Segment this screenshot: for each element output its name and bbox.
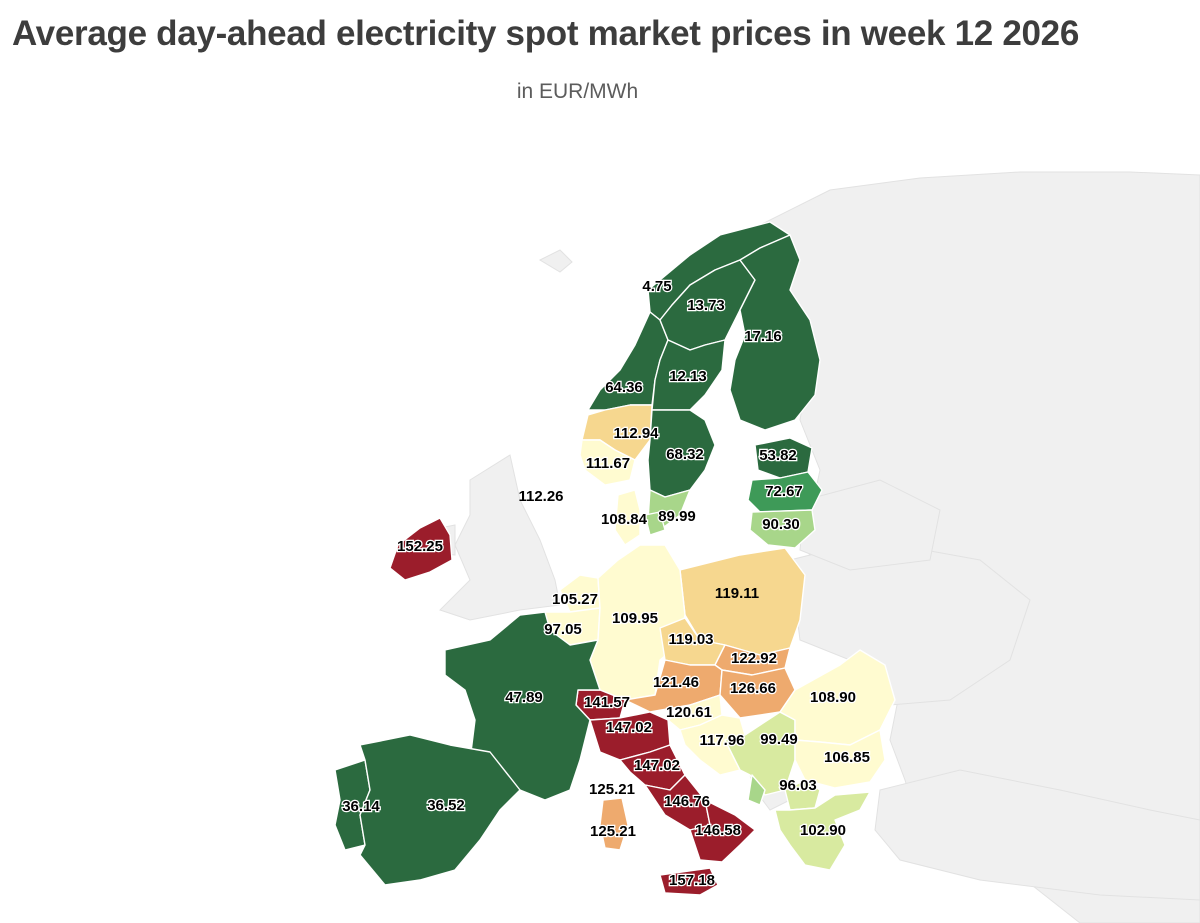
label-no1: 112.94 — [613, 425, 659, 442]
label-sicily: 157.18 — [669, 872, 715, 889]
label-hr: 117.96 — [699, 732, 744, 749]
label-lt: 90.30 — [762, 516, 800, 533]
label-se1: 13.73 — [687, 297, 725, 314]
label-it-north: 147.02 — [606, 719, 652, 736]
label-fi: 17.16 — [744, 328, 782, 345]
zone-at[interactable] — [624, 659, 723, 713]
label-be: 97.05 — [544, 621, 582, 638]
price-labels: 4.75 13.73 17.16 64.36 12.13 112.94 111.… — [341, 277, 871, 891]
zone-hu[interactable] — [719, 667, 796, 719]
label-ee: 53.82 — [759, 447, 797, 464]
background-land — [429, 171, 1200, 923]
label-se2: 12.13 — [669, 368, 707, 385]
label-bg: 106.85 — [824, 749, 870, 766]
label-it-centre-south: 146.76 — [664, 793, 710, 810]
label-it-south: 146.58 — [695, 822, 741, 839]
label-ie: 152.25 — [397, 538, 443, 555]
label-no4: 4.75 — [642, 278, 671, 295]
label-sardinia: 125.21 — [590, 823, 636, 840]
label-no3: 64.36 — [605, 379, 643, 396]
zone-mk[interactable] — [784, 779, 821, 811]
zone-ie[interactable] — [389, 517, 453, 581]
label-gr: 102.90 — [800, 822, 846, 839]
label-rs: 99.49 — [760, 731, 798, 748]
zone-no2[interactable] — [579, 439, 636, 486]
zone-sardinia[interactable] — [599, 797, 629, 851]
label-si: 120.61 — [666, 704, 712, 721]
zone-se2[interactable] — [651, 339, 726, 411]
label-gb: 112.26 — [518, 488, 563, 505]
zone-lt[interactable] — [749, 509, 816, 549]
land-turkey — [874, 769, 1200, 901]
zone-it-south[interactable] — [689, 799, 756, 863]
price-zones — [334, 221, 896, 896]
zone-dk1[interactable] — [614, 489, 641, 546]
land-great-britain — [439, 454, 561, 621]
zone-me[interactable] — [747, 774, 766, 806]
land-iceland — [538, 249, 573, 273]
chart-subtitle: in EUR/MWh — [516, 80, 639, 103]
label-mk: 96.03 — [779, 777, 817, 794]
zone-gr[interactable] — [774, 791, 871, 871]
label-hu: 126.66 — [730, 680, 776, 697]
zone-sicily[interactable] — [659, 867, 719, 896]
label-fr: 47.89 — [505, 689, 543, 706]
label-de: 109.95 — [612, 610, 658, 627]
land-russia — [759, 171, 1200, 923]
zone-bg[interactable] — [794, 729, 886, 789]
zone-fi[interactable] — [729, 234, 821, 431]
zone-se1[interactable] — [659, 259, 756, 351]
zone-dk2[interactable] — [644, 511, 666, 536]
label-sk: 122.92 — [731, 650, 777, 667]
label-pt: 36.14 — [342, 798, 380, 815]
label-es: 36.52 — [427, 797, 465, 814]
chart-title: Average day-ahead electricity spot marke… — [12, 14, 1080, 53]
label-sardinia-north: 125.21 — [589, 781, 635, 798]
label-cz: 119.03 — [668, 631, 713, 648]
label-ch: 141.57 — [584, 694, 630, 711]
label-pl: 119.11 — [715, 585, 759, 602]
label-se4: 89.99 — [658, 508, 696, 525]
label-at: 121.46 — [653, 674, 699, 691]
label-no2: 111.67 — [586, 455, 630, 472]
label-ro: 108.90 — [810, 689, 856, 706]
label-it-centre-north: 147.02 — [634, 757, 680, 774]
land-belarus — [799, 479, 941, 571]
zone-lv[interactable] — [747, 471, 823, 513]
zone-es[interactable] — [359, 734, 521, 886]
label-dk1: 108.84 — [601, 511, 648, 528]
label-se3: 68.32 — [666, 446, 704, 463]
label-nl: 105.27 — [552, 591, 598, 608]
label-lv: 72.67 — [765, 483, 803, 500]
